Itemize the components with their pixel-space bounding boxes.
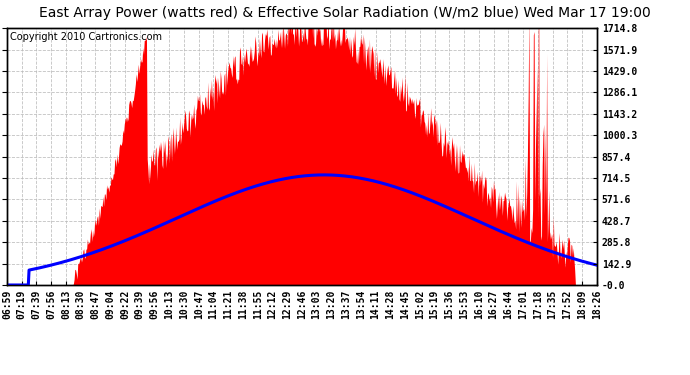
Text: Copyright 2010 Cartronics.com: Copyright 2010 Cartronics.com bbox=[10, 32, 162, 42]
Text: East Array Power (watts red) & Effective Solar Radiation (W/m2 blue) Wed Mar 17 : East Array Power (watts red) & Effective… bbox=[39, 6, 651, 20]
